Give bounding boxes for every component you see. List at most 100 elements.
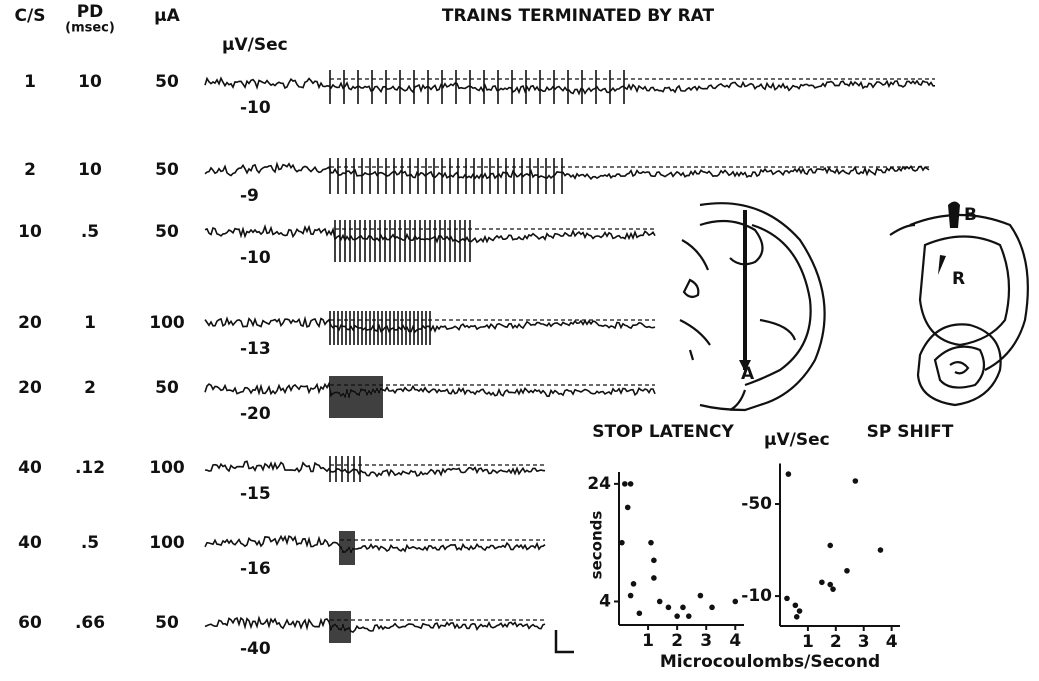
table-cell: 50	[155, 72, 179, 92]
point	[830, 586, 836, 592]
table-cell: 10	[78, 160, 102, 180]
chart-title: STOP LATENCY	[592, 422, 734, 442]
point	[792, 602, 799, 609]
point	[622, 481, 628, 487]
y-tick-label: 24	[587, 474, 611, 494]
trace	[204, 460, 546, 478]
x-tick-label: 3	[858, 632, 870, 652]
point	[796, 608, 803, 614]
x-tick-label: 1	[802, 632, 814, 652]
point	[827, 542, 834, 549]
table-cell: 10	[18, 222, 42, 242]
stimulus	[329, 311, 431, 345]
point	[844, 567, 850, 574]
stimulus	[334, 220, 471, 262]
table-cell: 50	[155, 613, 179, 633]
table-cell: .5	[81, 533, 99, 553]
point	[651, 575, 657, 581]
point	[793, 613, 800, 620]
point	[697, 592, 704, 599]
trace-label: -16	[240, 559, 271, 579]
point	[709, 604, 715, 611]
trace-label: -13	[240, 339, 271, 359]
trace-label: -15	[240, 484, 271, 504]
table-cell: .12	[75, 458, 105, 478]
y-tick-label: 4	[599, 591, 611, 611]
brain-section-left	[679, 202, 826, 412]
table-cell: 10	[78, 72, 102, 92]
table-cell: 50	[155, 378, 179, 398]
trace-label: -9	[240, 186, 259, 206]
stimulus	[329, 376, 383, 418]
stimulus	[329, 70, 625, 104]
x-tick-label: 4	[729, 631, 741, 651]
diagram-label: R	[952, 269, 965, 289]
header: μA	[154, 6, 181, 26]
stimulus	[329, 456, 361, 482]
stimulus	[329, 611, 351, 643]
header-unit: (msec)	[65, 21, 115, 36]
y-axis-label: μV/Sec	[764, 430, 830, 450]
trace-label: -10	[240, 98, 271, 118]
trace	[204, 76, 935, 96]
trace	[204, 381, 656, 399]
header: C/S	[15, 6, 46, 26]
stimulus	[339, 531, 355, 565]
table-cell: 1	[24, 72, 36, 92]
point	[630, 581, 637, 587]
point	[680, 604, 686, 611]
trace-label: -20	[240, 404, 271, 424]
trace	[204, 615, 546, 634]
point	[648, 539, 654, 546]
table-cell: 60	[18, 613, 42, 633]
trace	[204, 534, 546, 554]
trace-unit: μV/Sec	[222, 35, 288, 55]
scale-bar	[554, 630, 574, 654]
point	[827, 581, 834, 588]
point	[784, 595, 790, 602]
trace-label: -10	[240, 248, 271, 268]
table-cell: 20	[18, 378, 42, 398]
table-cell: .66	[75, 613, 105, 633]
brain-section-right	[889, 201, 1029, 407]
x-tick-label: 2	[671, 631, 683, 651]
point	[636, 610, 643, 617]
y-tick-label: -50	[741, 494, 772, 514]
header: PD	[77, 2, 104, 22]
point	[619, 539, 625, 546]
trace	[204, 161, 930, 181]
table-cell: 100	[149, 313, 185, 333]
x-tick-label: 3	[700, 631, 712, 651]
table-cell: 40	[18, 458, 42, 478]
x-tick-label: 2	[830, 632, 842, 652]
point	[819, 579, 825, 586]
point	[665, 604, 672, 611]
table-cell: 100	[149, 458, 185, 478]
point	[656, 598, 663, 605]
chart-title: SP SHIFT	[867, 422, 954, 442]
table-cell: 20	[18, 313, 42, 333]
table-cell: 50	[155, 160, 179, 180]
point	[651, 557, 657, 564]
point	[852, 478, 859, 484]
x-tick-label: 4	[886, 632, 898, 652]
diagram-label: A	[741, 364, 755, 384]
trace-label: -40	[240, 639, 271, 659]
point	[877, 547, 884, 553]
point	[627, 481, 634, 487]
table-cell: 100	[149, 533, 185, 553]
point	[627, 592, 634, 599]
point	[685, 613, 692, 619]
figure-title: TRAINS TERMINATED BY RAT	[442, 6, 715, 26]
table-cell: .5	[81, 222, 99, 242]
table-cell: 2	[24, 160, 36, 180]
point	[732, 598, 739, 605]
table-cell: 50	[155, 222, 179, 242]
stimulus	[329, 158, 563, 194]
point	[785, 471, 792, 477]
x-axis-label: Microcoulombs/Second	[660, 652, 880, 672]
table-cell: 40	[18, 533, 42, 553]
x-tick-label: 1	[642, 631, 654, 651]
point	[674, 613, 680, 619]
y-axis-label: seconds	[588, 511, 606, 580]
